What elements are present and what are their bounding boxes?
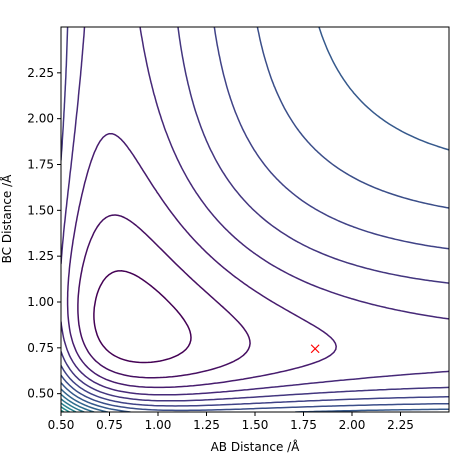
- x-tick-label: 1.50: [242, 418, 269, 432]
- contour-level-2: [66, 132, 337, 389]
- y-tick-label: 1.75: [27, 158, 54, 172]
- x-tick-label: 1.25: [193, 418, 220, 432]
- contour-lines: [61, 27, 449, 412]
- x-tick-label: 2.25: [387, 418, 414, 432]
- contour-level-1: [77, 214, 251, 379]
- x-axis-title: AB Distance /Å: [211, 439, 301, 454]
- marker-layer: [310, 344, 320, 354]
- contour-level-5: [61, 27, 449, 407]
- contour-level-11: [61, 402, 77, 412]
- x-tick-label: 1.00: [145, 418, 172, 432]
- x-tick-label: 1.75: [290, 418, 317, 432]
- contour-level-12: [61, 406, 71, 412]
- contour-level-4: [61, 27, 449, 402]
- x-tick-label: 0.50: [48, 418, 75, 432]
- y-tick-label: 1.00: [27, 295, 54, 309]
- x-tick-label: 2.00: [339, 418, 366, 432]
- y-tick-label: 0.50: [27, 387, 54, 401]
- contour-level-6: [61, 27, 449, 412]
- contour-level-0: [93, 270, 192, 364]
- y-axis-title: BC Distance /Å: [0, 174, 14, 264]
- y-tick-label: 1.50: [27, 203, 54, 217]
- y-tick-label: 2.25: [27, 66, 54, 80]
- x-axis-ticks: 0.50 0.75 1.00 1.25 1.50 1.75 2.00 2.25: [48, 412, 414, 432]
- y-tick-label: 1.25: [27, 249, 54, 263]
- plot-area-frame: [60, 26, 450, 413]
- contour-level-3: [61, 27, 449, 396]
- x-tick-label: 0.75: [96, 418, 123, 432]
- contour-level-9: [61, 393, 95, 412]
- y-tick-label: 0.75: [27, 341, 54, 355]
- y-axis-ticks: 0.50 0.75 1.00 1.25 1.50 1.75 2.00 2.25: [27, 66, 61, 401]
- contour-level-7: [61, 27, 449, 412]
- y-tick-label: 2.00: [27, 112, 54, 126]
- contour-level-8: [61, 388, 109, 412]
- saddle-point-marker: [310, 344, 320, 354]
